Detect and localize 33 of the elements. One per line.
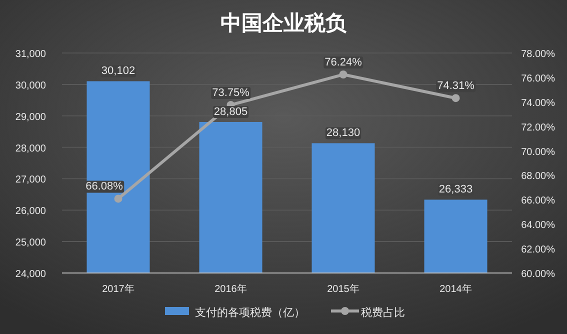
- data-label: 26,333: [438, 184, 473, 196]
- y2-tick-label: 74.00%: [521, 98, 556, 109]
- y2-tick-label: 72.00%: [521, 122, 556, 134]
- x-tick-label: 2015年: [327, 283, 360, 295]
- y-tick-label: 31,000: [15, 49, 46, 60]
- data-label: 66.08%: [86, 180, 124, 193]
- y2-tick-label: 70.00%: [521, 146, 556, 158]
- data-label: 28,805: [214, 106, 248, 118]
- y-tick-label: 25,000: [15, 238, 46, 249]
- data-label: 30,102: [101, 65, 136, 78]
- x-tick-label: 2017年: [102, 283, 134, 295]
- x-tick-label: 2016年: [214, 283, 247, 295]
- y2-tick-label: 66.00%: [521, 196, 556, 207]
- data-label: 28,130: [326, 127, 360, 140]
- chart-title: 中国企业税负: [220, 11, 348, 35]
- y-tick-label: 28,000: [15, 143, 46, 154]
- y2-tick-label: 78.00%: [521, 49, 556, 60]
- y2-tick-label: 64.00%: [521, 220, 556, 232]
- data-label: 74.31%: [437, 80, 475, 92]
- y2-tick-label: 76.00%: [521, 73, 556, 84]
- data-label: 73.75%: [212, 86, 250, 99]
- legend-label: 税费占比: [361, 306, 405, 319]
- y-tick-label: 24,000: [15, 269, 46, 280]
- y-tick-label: 27,000: [15, 174, 46, 186]
- legend-label: 支付的各项税费（亿）: [195, 306, 305, 319]
- y-tick-label: 30,000: [15, 80, 46, 92]
- y-tick-label: 26,000: [15, 206, 46, 218]
- x-tick-label: 2014年: [440, 283, 472, 295]
- y2-tick-label: 60.00%: [521, 269, 556, 280]
- data-label: 76.24%: [324, 56, 362, 69]
- y2-tick-label: 62.00%: [521, 244, 556, 256]
- y-tick-label: 29,000: [15, 112, 46, 123]
- y2-tick-label: 68.00%: [521, 171, 556, 182]
